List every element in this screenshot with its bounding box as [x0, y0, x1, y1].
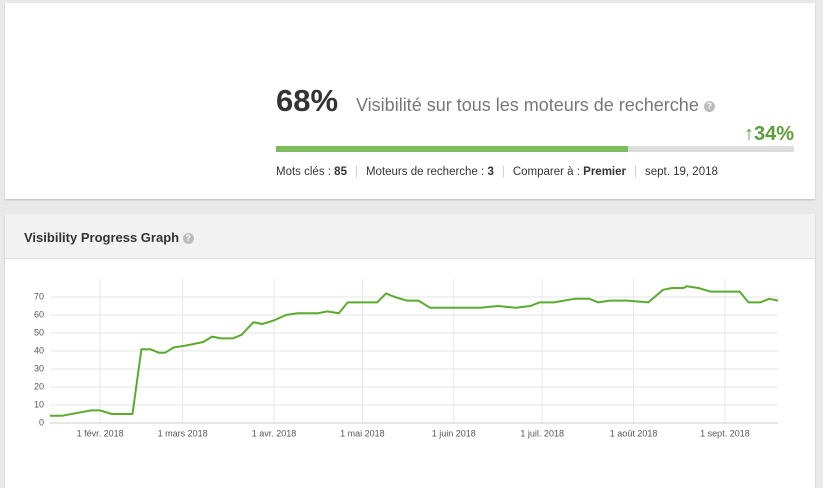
summary-card: 68% Visibilité sur tous les moteurs de r… — [5, 3, 815, 199]
description: Visibilité sur tous les moteurs de reche… — [356, 95, 699, 115]
stat-value: 85 — [334, 166, 347, 178]
change-value: 34% — [753, 123, 794, 145]
stat-value: 3 — [487, 166, 494, 178]
title: Visibility Progress Graph — [24, 230, 180, 245]
stat-label: Mots clés : — [276, 166, 331, 178]
graph-card: Visibility Progress Graph ? — [5, 214, 815, 488]
progress-track — [276, 146, 794, 152]
visibility-description: Visibilité sur tous les moteurs de reche… — [356, 95, 715, 116]
graph-header: Visibility Progress Graph ? — [5, 214, 815, 259]
graph-title: Visibility Progress Graph ? — [24, 230, 194, 245]
stats: Mots clés : 85 | Moteurs de recherche : 3 |… — [276, 166, 718, 178]
help-icon[interactable]: ? — [182, 233, 194, 245]
change: ↑34% — [743, 123, 794, 145]
visibility-value: 68% — [276, 83, 339, 118]
separator: | — [354, 166, 358, 178]
stat-label: Moteurs de recherche : — [365, 166, 485, 178]
separator: | — [501, 166, 505, 178]
stat-label: Comparer à : — [512, 166, 580, 178]
help-icon[interactable]: ? — [703, 100, 715, 112]
separator: | — [634, 166, 637, 178]
progress-bar — [276, 146, 629, 152]
stat-value: Premier — [583, 166, 626, 178]
stat-date: sept. 19, 2018 — [645, 166, 718, 178]
